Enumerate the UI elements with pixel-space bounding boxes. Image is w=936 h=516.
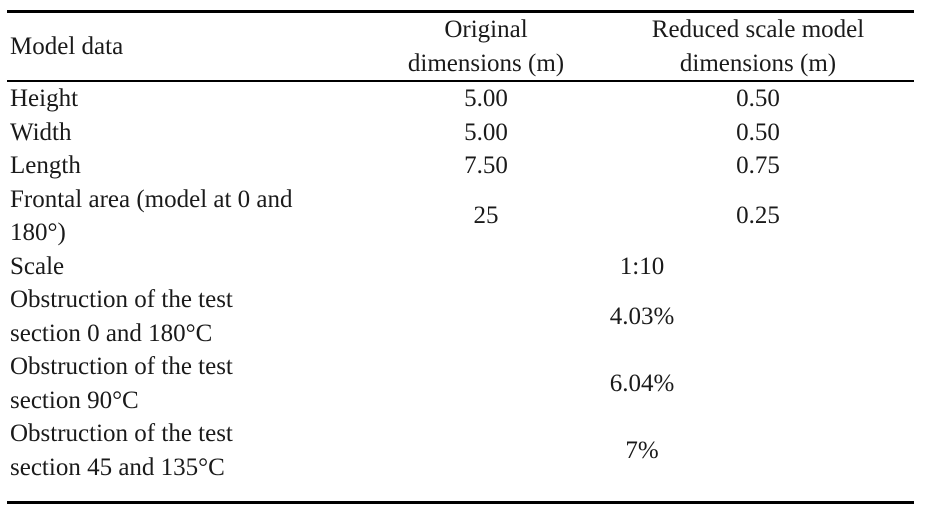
row-label-line: Obstruction of the test: [10, 353, 233, 380]
column-header-model-data: Model data: [7, 12, 370, 82]
merged-value-cell: 1:10: [619, 252, 665, 280]
row-label: Obstruction of the test section 0 and 18…: [7, 283, 370, 350]
table-header: Model data Original dimensions (m) Reduc…: [7, 12, 914, 82]
reduced-value-cell: 0.75: [736, 152, 780, 179]
row-label: Obstruction of the test section 90°C: [7, 350, 370, 417]
row-label: Length: [7, 149, 370, 183]
table-row-width: Width 5.00 0.50: [7, 116, 914, 150]
merged-value-cell: 4.03%: [609, 302, 675, 330]
row-label: Scale: [7, 250, 370, 284]
row-label: Height: [7, 81, 370, 116]
table-row-scale: Scale 1:10: [7, 250, 914, 284]
original-value-cell: 7.50: [464, 152, 508, 179]
header-label: Model data: [10, 32, 124, 60]
row-label-line: Width: [10, 118, 72, 146]
header-label-line: Original: [444, 16, 528, 43]
merged-value-cell: 7%: [625, 436, 659, 464]
table-row-obstruction-45-135: Obstruction of the test section 45 and 1…: [7, 417, 914, 503]
row-label-line: section 0 and 180°C: [10, 319, 213, 347]
column-header-original-dimensions: Original dimensions (m): [370, 12, 602, 82]
column-header-reduced-dimensions: Reduced scale model dimensions (m): [602, 12, 914, 82]
original-value-cell: 5.00: [464, 118, 508, 146]
row-label-line: Frontal area (model at 0 and: [10, 185, 293, 213]
header-label-line: Reduced scale model: [651, 16, 865, 43]
table-row-frontal-area: Frontal area (model at 0 and 180°) 25 0.…: [7, 183, 914, 250]
reduced-value-cell: 0.25: [736, 202, 780, 230]
table-row-length: Length 7.50 0.75: [7, 149, 914, 183]
table-row-obstruction-0-180: Obstruction of the test section 0 and 18…: [7, 283, 914, 350]
row-label-line: Obstruction of the test: [10, 420, 233, 447]
merged-value-cell: 6.04%: [609, 369, 675, 397]
row-label: Frontal area (model at 0 and 180°): [7, 183, 370, 250]
table-row-height: Height 5.00 0.50: [7, 81, 914, 116]
original-value-cell: 5.00: [464, 85, 508, 112]
row-label-line: Scale: [10, 252, 65, 280]
header-label-line: dimensions (m): [679, 49, 837, 77]
table-body: Height 5.00 0.50 Width 5.00 0.50 Length …: [7, 81, 914, 503]
original-value-cell: 25: [473, 202, 499, 230]
header-row: Model data Original dimensions (m) Reduc…: [7, 12, 914, 82]
row-label: Width: [7, 116, 370, 150]
row-label-line: section 45 and 135°C: [10, 453, 225, 481]
row-label-line: 180°): [10, 219, 66, 246]
table-row-obstruction-90: Obstruction of the test section 90°C 6.0…: [7, 350, 914, 417]
header-label-line: dimensions (m): [407, 49, 565, 77]
row-label-line: Height: [10, 85, 79, 112]
model-data-table: Model data Original dimensions (m) Reduc…: [7, 10, 914, 504]
reduced-value-cell: 0.50: [736, 118, 780, 146]
row-label-line: section 90°C: [10, 386, 139, 414]
row-label: Obstruction of the test section 45 and 1…: [7, 417, 370, 503]
row-label-line: Length: [10, 152, 81, 179]
reduced-value-cell: 0.50: [736, 85, 780, 112]
row-label-line: Obstruction of the test: [10, 286, 233, 313]
